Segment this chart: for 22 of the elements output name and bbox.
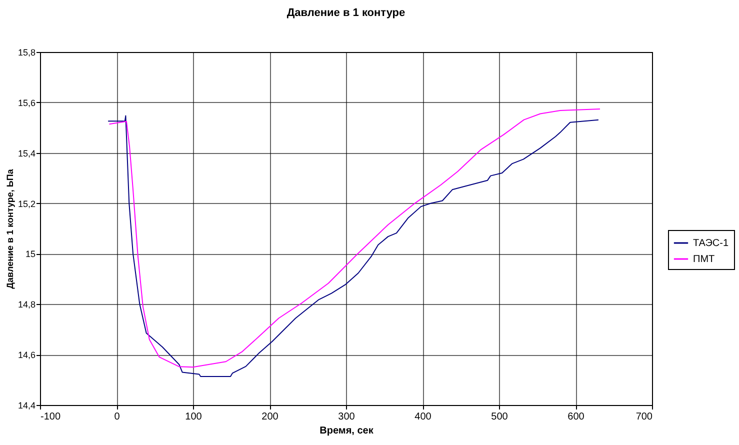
x-tick-label: 0 xyxy=(114,412,120,422)
x-tick-label: 100 xyxy=(185,412,202,422)
chart-title: Давление в 1 контуре xyxy=(286,7,406,19)
x-tick-label: 500 xyxy=(491,412,508,422)
y-tick-label: 14,6 xyxy=(18,350,36,360)
y-tick-label: 15,6 xyxy=(18,98,36,108)
x-axis-title: Время, сек xyxy=(320,426,374,436)
y-tick-label: 14,8 xyxy=(18,300,36,310)
y-axis-title: Давление в 1 контуре, ЬПа xyxy=(4,168,15,289)
y-tick-label: 14,4 xyxy=(18,400,36,410)
x-tick-label: 700 xyxy=(636,412,653,422)
x-tick-label: 600 xyxy=(568,412,585,422)
legend-label: ТАЭС-1 xyxy=(693,238,729,249)
x-tick-label: 300 xyxy=(338,412,356,422)
y-tick-label: 15,4 xyxy=(18,148,36,158)
x-tick-label: 400 xyxy=(414,412,432,422)
y-tick-label: 15,8 xyxy=(18,48,36,58)
x-tick-label: 200 xyxy=(262,412,279,422)
x-tick-label: -100 xyxy=(40,412,61,422)
legend-label: ПМТ xyxy=(693,254,715,265)
y-tick-label: 15,2 xyxy=(18,198,36,209)
y-tick-label: 15 xyxy=(25,249,36,260)
